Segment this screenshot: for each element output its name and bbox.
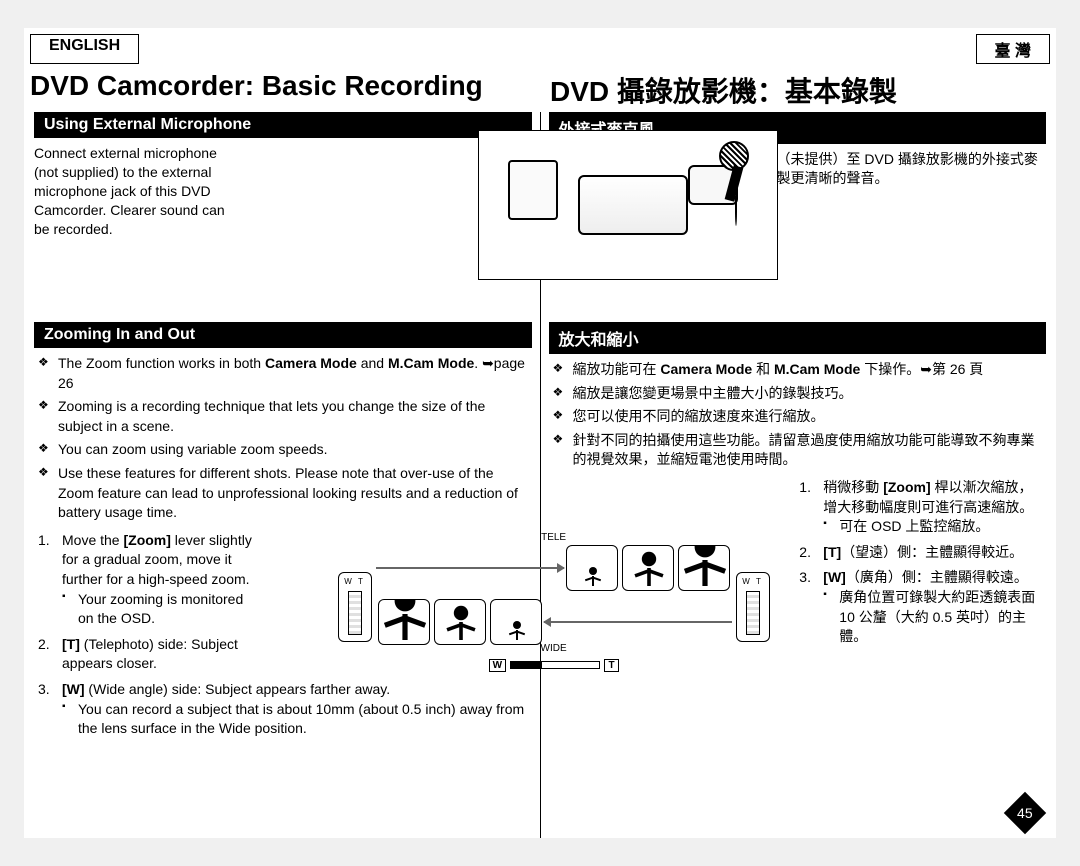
- bullet-item: Zooming is a recording technique that le…: [38, 397, 532, 436]
- step-item: [T]（望遠）側：主體顯得較近。: [799, 543, 1046, 563]
- bullet-item: Use these features for different shots. …: [38, 464, 532, 523]
- manual-page: ENGLISH 臺 灣 DVD Camcorder: Basic Recordi…: [24, 28, 1056, 838]
- zoom-bullets-zh: 縮放功能可在 Camera Mode 和 M.Cam Mode 下操作。➥第 2…: [549, 360, 1047, 470]
- zoom-bullets-en: The Zoom function works in both Camera M…: [34, 354, 532, 523]
- zoom-steps-en-cont: [W] (Wide angle) side: Subject appears f…: [34, 680, 532, 739]
- substep-item: Your zooming is monitored on the OSD.: [62, 590, 258, 629]
- zoom-steps-en: Move the [Zoom] lever slightly for a gra…: [34, 531, 258, 674]
- step-item: 稍微移動 [Zoom] 桿以漸次縮放，增大移動幅度則可進行高速縮放。 可在 OS…: [799, 478, 1046, 537]
- camcorder-illustration: [478, 130, 778, 280]
- step-item: [T] (Telephoto) side: Subject appears cl…: [38, 635, 258, 674]
- zoom-diagram: W T TELE WIDE W T: [334, 532, 774, 682]
- lang-taiwan: 臺 灣: [976, 34, 1050, 64]
- tele-wide-diagram: TELE WIDE W T: [376, 542, 732, 672]
- bullet-item: You can zoom using variable zoom speeds.: [38, 440, 532, 460]
- zoom-steps-zh: 稍微移動 [Zoom] 桿以漸次縮放，增大移動幅度則可進行高速縮放。 可在 OS…: [795, 478, 1046, 647]
- bullet-item: 縮放功能可在 Camera Mode 和 M.Cam Mode 下操作。➥第 2…: [553, 360, 1047, 380]
- section-heading-zoom-zh: 放大和縮小: [549, 322, 1047, 354]
- zoom-lever-right: W T: [736, 572, 770, 642]
- mic-section-en: Connect external microphone (not supplie…: [34, 144, 532, 304]
- title-row: DVD Camcorder: Basic Recording DVD 攝錄放影機…: [24, 64, 1056, 112]
- mic-paragraph-en: Connect external microphone (not supplie…: [34, 144, 243, 238]
- zoom-lever-left: W T: [338, 572, 372, 642]
- step-item: [W] (Wide angle) side: Subject appears f…: [38, 680, 532, 739]
- bullet-item: The Zoom function works in both Camera M…: [38, 354, 532, 393]
- step-item: Move the [Zoom] lever slightly for a gra…: [38, 531, 258, 629]
- substep-item: You can record a subject that is about 1…: [62, 700, 532, 739]
- tele-label: TELE: [541, 532, 566, 543]
- page-title-zh: DVD 攝錄放影機：基本錄製: [550, 70, 1050, 110]
- substep-item: 廣角位置可錄製大約距透鏡表面10 公釐（大約 0.5 英吋）的主體。: [823, 588, 1046, 647]
- page-title-en: DVD Camcorder: Basic Recording: [30, 70, 530, 110]
- lang-english: ENGLISH: [30, 34, 139, 64]
- bullet-item: 針對不同的拍攝使用這些功能。請留意過度使用縮放功能可能導致不夠專業的視覺效果，並…: [553, 431, 1047, 470]
- section-heading-zoom-en: Zooming In and Out: [34, 322, 532, 348]
- wide-label: WIDE: [541, 643, 567, 654]
- bullet-item: 您可以使用不同的縮放速度來進行縮放。: [553, 407, 1047, 427]
- section-heading-mic-en: Using External Microphone: [34, 112, 532, 138]
- language-row: ENGLISH 臺 灣: [24, 28, 1056, 64]
- bullet-item: 縮放是讓您變更場景中主體大小的錄製技巧。: [553, 384, 1047, 404]
- step-item: [W]（廣角）側：主體顯得較遠。 廣角位置可錄製大約距透鏡表面10 公釐（大約 …: [799, 568, 1046, 646]
- page-number: 45: [1017, 805, 1033, 821]
- substep-item: 可在 OSD 上監控縮放。: [823, 517, 1046, 537]
- microphone-icon: [689, 141, 749, 221]
- wt-indicator: W T: [489, 658, 619, 672]
- column-english: Using External Microphone Connect extern…: [28, 112, 538, 838]
